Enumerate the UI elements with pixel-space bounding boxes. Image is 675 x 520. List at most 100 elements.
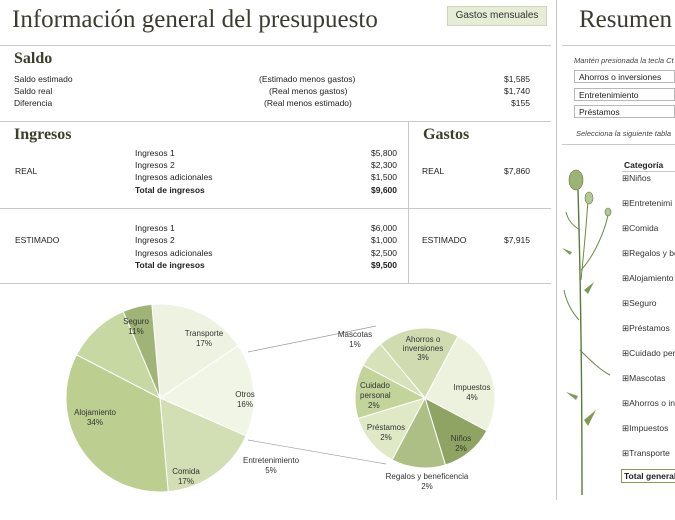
expand-icon[interactable]: ⊞ [622,248,630,258]
sidebar-note: Mantén presionada la tecla Ct [574,56,674,65]
category-item-prestamos[interactable]: ⊞Préstamos [622,323,670,334]
expand-icon[interactable]: ⊞ [622,323,630,333]
page-title: Información general del presupuesto [12,6,378,33]
category-label: Seguro [629,298,657,308]
expand-icon[interactable]: ⊞ [622,348,630,358]
slicer-item-ahorros[interactable]: Ahorros o inversiones [574,70,675,83]
plant-illustration [562,169,612,496]
expand-icon[interactable]: ⊞ [622,173,630,183]
saldo-row-note: (Real menos estimado) [264,98,352,108]
slicer-item-entretenimiento[interactable]: Entretenimiento [574,88,675,101]
category-label: Cuidado pers [629,348,675,358]
slice-percent-seguro: 11% [128,327,143,336]
income-item-value: $5,800 [371,148,397,158]
monthly-expenses-button[interactable]: Gastos mensuales [447,6,547,26]
category-header: Categoría [624,160,664,170]
expand-icon[interactable]: ⊞ [622,448,630,458]
category-label: Ahorros o inv [629,398,675,408]
gastos-estimado-label: ESTIMADO [422,235,467,245]
category-item-comida[interactable]: ⊞Comida [622,223,658,234]
slicer-item-prestamos[interactable]: Préstamos [574,105,675,118]
income-item-label: Ingresos 2 [135,160,175,170]
income-item-label: Ingresos 1 [135,148,175,158]
saldo-title: Saldo [14,50,53,67]
saldo-row-note: (Estimado menos gastos) [259,74,356,84]
category-label: Comida [629,223,659,233]
ingresos-estimado-label: ESTIMADO [15,235,60,245]
slice-label-cuidado-2: personal [360,391,391,400]
main-pie-slice-4 [75,310,162,400]
income-total-label: Total de ingresos [135,185,205,195]
category-item-cuidado-personal[interactable]: ⊞Cuidado pers [622,348,675,359]
category-item-transporte[interactable]: ⊞Transporte [622,448,670,459]
category-label: Niños [629,173,651,183]
income-item-value: $6,000 [371,223,397,233]
slice-percent-ahorros: 3% [417,353,429,362]
category-item-impuestos[interactable]: ⊞Impuestos [622,423,668,434]
income-item-value: $2,500 [371,248,397,258]
slice-label-alojamiento: Alojamiento [74,408,116,417]
category-label: Entretenimi [629,198,673,208]
expense-pie-charts: Transporte 17% Otros 16% Comida 17% Aloj… [65,303,496,493]
summary-title: Resumen [579,6,673,33]
slice-label-ninos: Niños [451,434,471,443]
saldo-row-value: $1,740 [504,86,530,96]
saldo-row-value: $155 [511,98,530,108]
grand-total-label: Total general [621,469,675,483]
gastos-title: Gastos [423,126,470,143]
expand-icon[interactable]: ⊞ [622,298,630,308]
saldo-row-value: $1,585 [504,74,530,84]
connector-line-bottom [247,439,387,465]
slice-label-otros: Otros [235,390,255,399]
income-item-label: Ingresos adicionales [135,248,213,258]
category-item-ahorros[interactable]: ⊞Ahorros o inv [622,398,675,409]
slice-label-mascotas: Mascotas [338,330,372,339]
main-pie-labels: Transporte 17% Otros 16% Comida 17% Aloj… [74,317,299,486]
sub-pie-labels: Impuestos 4% Niños 2% Regalos y benefice… [338,330,491,491]
slice-percent-cuidado: 2% [368,401,380,410]
saldo-divider [0,121,551,122]
slice-label-comida: Comida [172,467,200,476]
real-divider [0,208,551,209]
expand-icon[interactable]: ⊞ [622,373,630,383]
income-total-value: $9,600 [371,185,397,195]
saldo-row-label: Diferencia [14,98,53,108]
expand-icon[interactable]: ⊞ [622,398,630,408]
gastos-real-value: $7,860 [504,166,530,176]
expand-icon[interactable]: ⊞ [622,273,630,283]
expand-icon[interactable]: ⊞ [622,198,630,208]
expand-icon[interactable]: ⊞ [622,423,630,433]
estimado-divider [0,283,551,284]
category-item-regalos[interactable]: ⊞Regalos y be [622,248,675,259]
ingresos-real-label: REAL [15,166,38,176]
category-item-alojamiento[interactable]: ⊞Alojamiento [622,273,674,284]
slice-percent-otros: 16% [237,400,253,409]
slice-label-prestamos: Préstamos [367,423,405,432]
income-item-label: Ingresos 1 [135,223,175,233]
category-label: Préstamos [629,323,670,333]
sidebar-header-divider [562,45,675,46]
category-item-mascotas[interactable]: ⊞Mascotas [622,373,666,384]
main-pie-slice-2 [159,397,247,493]
income-total-value: $9,500 [371,260,397,270]
expand-icon[interactable]: ⊞ [622,223,630,233]
slice-percent-comida: 17% [178,477,194,486]
sub-pie-slice-6 [379,327,459,399]
saldo-row-note: (Real menos gastos) [269,86,348,96]
slice-percent-transporte: 17% [196,339,212,348]
income-item-label: Ingresos adicionales [135,172,213,182]
category-label: Mascotas [629,373,666,383]
category-item-seguro[interactable]: ⊞Seguro [622,298,657,309]
category-item-entretenimiento[interactable]: ⊞Entretenimi [622,198,672,209]
category-label: Transporte [629,448,670,458]
slice-percent-ninos: 2% [455,444,467,453]
slice-label-ahorros-2: inversiones [403,344,443,353]
category-item-ninos[interactable]: ⊞Niños [622,173,651,184]
category-header-divider [622,171,675,172]
slice-label-impuestos: Impuestos [454,383,491,392]
slice-label-regalos: Regalos y beneficencia [386,472,469,481]
slice-percent-impuestos: 4% [466,393,478,402]
main-pie-chart [65,303,255,493]
income-item-value: $2,300 [371,160,397,170]
income-item-value: $1,500 [371,172,397,182]
